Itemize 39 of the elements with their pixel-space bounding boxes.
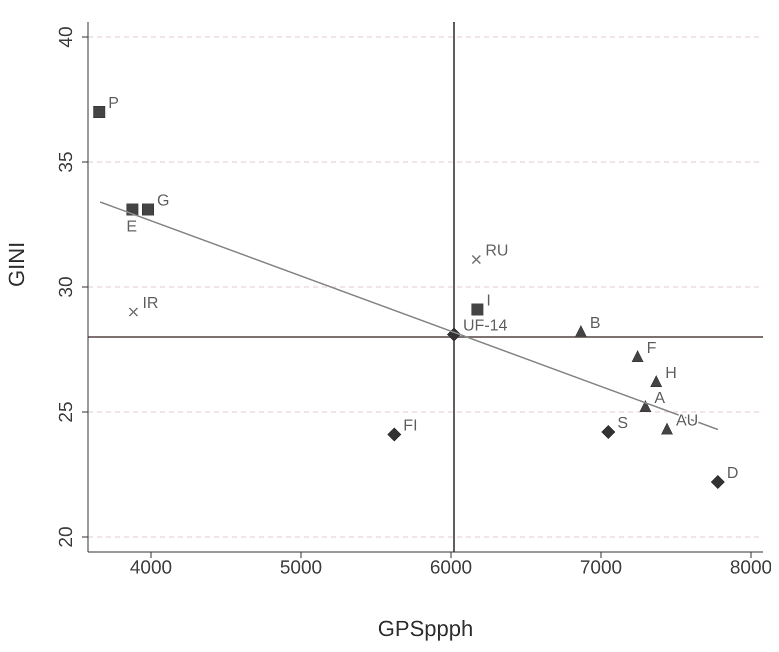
point (601, 425, 616, 439)
point (472, 254, 482, 264)
annotation: S (617, 415, 628, 432)
point (661, 422, 673, 434)
x-tick-label: 8000 (730, 557, 772, 578)
y-tick-label: 40 (56, 26, 77, 48)
x-tick-label: 5000 (280, 557, 322, 578)
point (650, 375, 662, 387)
point (710, 475, 725, 489)
point (142, 204, 154, 216)
point (639, 400, 652, 412)
point (471, 304, 484, 316)
y-tick-label: 20 (56, 526, 77, 548)
annotation: H (665, 365, 677, 382)
annotation: A (654, 390, 666, 407)
y-axis-title: GINI (4, 242, 29, 287)
point (632, 350, 644, 362)
y-tick-label: 25 (56, 401, 77, 423)
annotation: B (590, 315, 601, 332)
annotation: G (157, 192, 170, 210)
y-tick-label: 30 (56, 276, 77, 298)
annotation: D (726, 465, 738, 482)
x-tick-label: 4000 (130, 557, 172, 578)
annotation: E (126, 218, 138, 236)
annotation: P (108, 95, 119, 112)
point (93, 106, 106, 118)
x-axis-title: GPSppph (378, 616, 474, 641)
x-tick-label: 7000 (580, 557, 622, 578)
annotation: FI (403, 418, 418, 434)
y-tick-label: 35 (56, 151, 77, 173)
x-tick-label: 6000 (430, 557, 472, 578)
annotation: IR (142, 295, 158, 312)
annotation: UF-14 (463, 318, 508, 334)
annotation: RU (485, 242, 508, 260)
point (387, 428, 402, 442)
annotation: F (646, 340, 657, 357)
annotation: I (486, 292, 491, 310)
point (574, 325, 587, 337)
point (128, 307, 138, 317)
